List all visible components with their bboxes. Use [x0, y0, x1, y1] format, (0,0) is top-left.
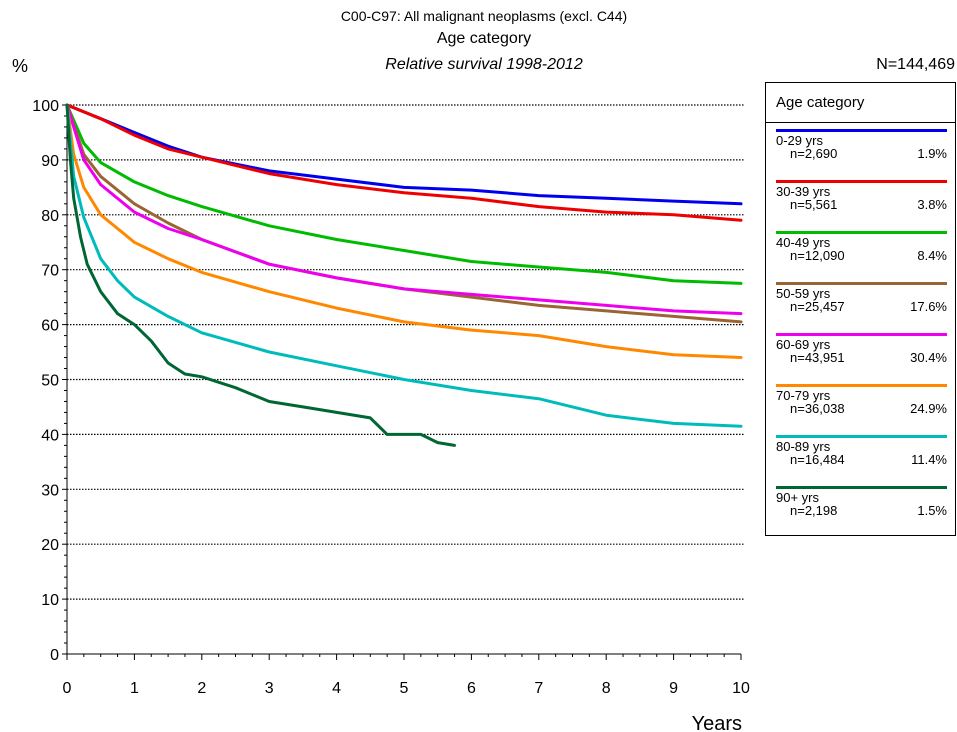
x-tick-label-7: 7	[534, 680, 543, 697]
x-tick-label-9: 9	[669, 680, 678, 697]
y-tick-label-10: 10	[41, 592, 59, 609]
legend-series-n: n=12,090	[790, 248, 845, 263]
series-line-8	[65, 103, 456, 447]
series-line-6	[65, 103, 743, 359]
x-tick-label-6: 6	[467, 680, 476, 697]
legend-item: 90+ yrs n=2,198 1.5%	[766, 480, 955, 531]
x-axis-label: Years	[692, 713, 742, 732]
series-line-1	[65, 103, 743, 206]
x-tick-label-0: 0	[63, 680, 72, 697]
series-line-5	[65, 103, 743, 316]
legend-swatch	[776, 486, 947, 489]
legend-item: 60-69 yrs n=43,951 30.4%	[766, 327, 955, 378]
legend-series-n: n=5,561	[790, 197, 838, 212]
y-tick-label-60: 60	[41, 318, 59, 335]
x-tick-label-1: 1	[130, 680, 139, 697]
y-tick-label-20: 20	[41, 537, 59, 554]
legend-swatch	[776, 180, 947, 183]
legend-series-name: 40-49 yrs	[776, 235, 831, 250]
legend-series-pct: 30.4%	[910, 350, 947, 365]
y-tick-label-40: 40	[41, 427, 59, 444]
legend-title: Age category	[766, 83, 955, 123]
chart-subtitle: Relative survival 1998-2012	[385, 56, 583, 73]
total-n: N=144,469	[876, 56, 955, 73]
y-tick-label-100: 100	[32, 98, 59, 115]
legend-series-pct: 24.9%	[910, 401, 947, 416]
legend-series-pct: 17.6%	[910, 299, 947, 314]
series-line-7	[65, 103, 743, 428]
y-tick-label-50: 50	[41, 373, 59, 390]
legend-series-pct: 11.4%	[911, 452, 947, 467]
series-line-2	[65, 103, 743, 222]
legend-item: 0-29 yrs n=2,690 1.9%	[766, 123, 955, 174]
legend-series-name: 50-59 yrs	[776, 286, 831, 301]
legend-series-n: n=2,690	[790, 146, 838, 161]
legend-swatch	[776, 384, 947, 387]
legend-series-pct: 3.8%	[917, 197, 947, 212]
x-tick-label-3: 3	[265, 680, 274, 697]
legend-swatch	[776, 129, 947, 132]
legend-item: 50-59 yrs n=25,457 17.6%	[766, 276, 955, 327]
x-tick-label-8: 8	[602, 680, 611, 697]
legend-swatch	[776, 333, 947, 336]
legend-series-name: 30-39 yrs	[776, 184, 831, 199]
y-tick-label-80: 80	[41, 208, 59, 225]
legend-items: 0-29 yrs n=2,690 1.9% 30-39 yrs n=5,561 3.8% 4…	[766, 123, 955, 531]
legend-series-name: 70-79 yrs	[776, 388, 831, 403]
legend-series-name: 80-89 yrs	[776, 439, 831, 454]
y-tick-label-30: 30	[41, 482, 59, 499]
x-tick-label-5: 5	[400, 680, 409, 697]
legend-series-pct: 8.4%	[917, 248, 947, 263]
legend-series-name: 90+ yrs	[776, 490, 819, 505]
x-tick-label-10: 10	[732, 680, 750, 697]
x-tick-label-2: 2	[197, 680, 206, 697]
legend-series-name: 0-29 yrs	[776, 133, 823, 148]
legend-series-n: n=25,457	[790, 299, 845, 314]
x-tick-label-4: 4	[332, 680, 341, 697]
chart-title-line2: Age category	[437, 30, 531, 47]
legend-series-n: n=36,038	[790, 401, 845, 416]
y-tick-label-0: 0	[50, 647, 59, 664]
legend-series-pct: 1.5%	[917, 503, 947, 518]
legend-item: 40-49 yrs n=12,090 8.4%	[766, 225, 955, 276]
legend-series-name: 60-69 yrs	[776, 337, 831, 352]
y-axis-label: %	[12, 56, 28, 76]
legend-swatch	[776, 435, 947, 438]
legend-series-n: n=43,951	[790, 350, 845, 365]
legend-swatch	[776, 282, 947, 285]
y-tick-label-70: 70	[41, 263, 59, 280]
legend-series-pct: 1.9%	[917, 146, 947, 161]
plot-area: 0 10 20 30 40 50 60 70 80 90 100 0 1 2 3 4 5 6 7 8 9 10	[32, 98, 750, 697]
legend-swatch	[776, 231, 947, 234]
legend: Age category 0-29 yrs n=2,690 1.9% 30-39 yr…	[765, 82, 956, 536]
legend-item: 80-89 yrs n=16,484 11.4%	[766, 429, 955, 480]
series-line-3	[65, 103, 743, 285]
legend-item: 30-39 yrs n=5,561 3.8%	[766, 174, 955, 225]
legend-series-n: n=16,484	[790, 452, 845, 467]
legend-item: 70-79 yrs n=36,038 24.9%	[766, 378, 955, 429]
legend-series-n: n=2,198	[790, 503, 838, 518]
chart-title-line1: C00-C97: All malignant neoplasms (excl. …	[341, 8, 627, 24]
y-tick-label-90: 90	[41, 153, 59, 170]
